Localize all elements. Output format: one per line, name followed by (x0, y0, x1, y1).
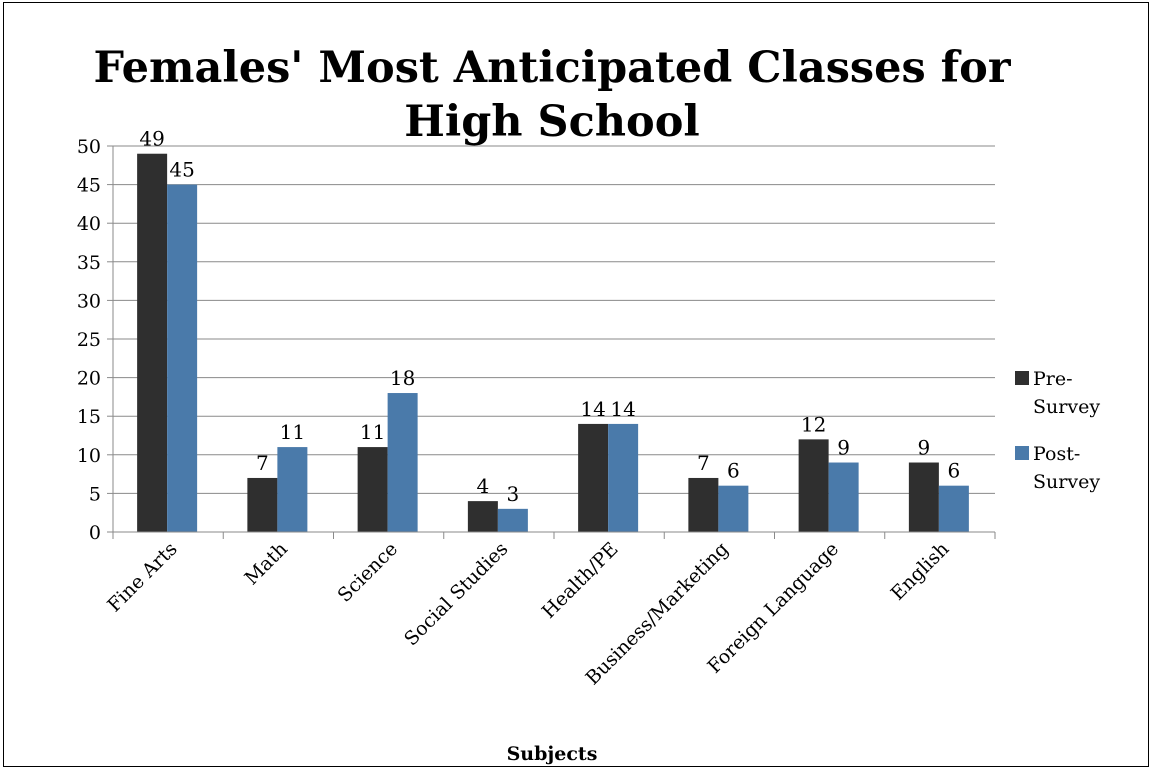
y-tick-label: 25 (77, 329, 101, 351)
y-axis-ticks: 0 5 10 15 20 25 30 35 40 45 50 (77, 136, 113, 544)
data-label-post-survey: 11 (280, 420, 305, 444)
data-label-pre-survey: 4 (477, 474, 490, 498)
y-tick-label: 20 (77, 368, 101, 390)
data-label-post-survey: 45 (169, 158, 194, 182)
x-category-label: Math (241, 538, 292, 589)
y-tick-label: 10 (77, 445, 101, 467)
bar-pre-survey (798, 439, 829, 532)
data-label-post-survey: 9 (837, 436, 850, 460)
bar-post-survey (387, 393, 418, 532)
data-label-post-survey: 3 (507, 482, 520, 506)
bar-pre-survey (688, 477, 719, 532)
legend-label-pre-survey-line-2: Survey (1033, 396, 1100, 418)
bar-pre-survey (578, 423, 609, 532)
bars (137, 153, 969, 532)
data-label-post-survey: 18 (390, 366, 415, 390)
data-label-pre-survey: 7 (256, 451, 269, 475)
x-category-label: English (887, 538, 954, 605)
gridlines (113, 145, 995, 494)
legend: Pre- Survey Post- Survey (1015, 368, 1100, 493)
legend-label-post-survey-line-2: Survey (1033, 471, 1100, 493)
y-tick-label: 35 (77, 252, 101, 274)
data-label-pre-survey: 9 (918, 436, 931, 460)
data-label-post-survey: 6 (948, 459, 961, 483)
legend-label-pre-survey-line-1: Pre- (1033, 368, 1073, 390)
data-label-pre-survey: 12 (801, 412, 826, 436)
bar-post-survey (718, 485, 749, 532)
y-tick-label: 15 (77, 406, 101, 428)
y-tick-label: 50 (77, 136, 101, 158)
bar-pre-survey (137, 153, 168, 532)
data-label-pre-survey: 7 (697, 451, 710, 475)
bar-post-survey (277, 447, 308, 532)
legend-swatch-post-survey (1015, 446, 1029, 460)
y-tick-label: 40 (77, 213, 101, 235)
bar-post-survey (167, 184, 198, 532)
y-tick-label: 0 (89, 522, 101, 544)
bar-pre-survey (357, 447, 388, 532)
bar-post-survey (938, 485, 969, 532)
bar-post-survey (828, 462, 859, 532)
x-axis-title: Subjects (507, 743, 598, 765)
chart-title-line-2: High School (404, 97, 699, 147)
bar-post-survey (608, 423, 639, 532)
axes (112, 146, 996, 539)
bar-pre-survey (467, 501, 498, 532)
data-label-pre-survey: 14 (580, 397, 605, 421)
bar-post-survey (497, 508, 528, 532)
legend-label-post-survey-line-1: Post- (1033, 443, 1080, 465)
y-tick-label: 30 (77, 290, 101, 312)
chart-title-line-1: Females' Most Anticipated Classes for (94, 43, 1012, 93)
bar-pre-survey (247, 477, 278, 532)
x-category-label: Health/PE (538, 538, 623, 623)
y-tick-label: 45 (77, 175, 101, 197)
data-label-post-survey: 14 (610, 397, 635, 421)
x-category-label: Fine Arts (103, 538, 181, 616)
data-label-pre-survey: 49 (139, 127, 164, 151)
bar-pre-survey (908, 462, 939, 532)
legend-swatch-pre-survey (1015, 371, 1029, 385)
y-tick-label: 5 (89, 483, 101, 505)
x-category-label: Science (333, 538, 402, 607)
x-category-label: Social Studies (400, 538, 512, 650)
data-label-post-survey: 6 (727, 459, 740, 483)
data-label-pre-survey: 11 (360, 420, 385, 444)
